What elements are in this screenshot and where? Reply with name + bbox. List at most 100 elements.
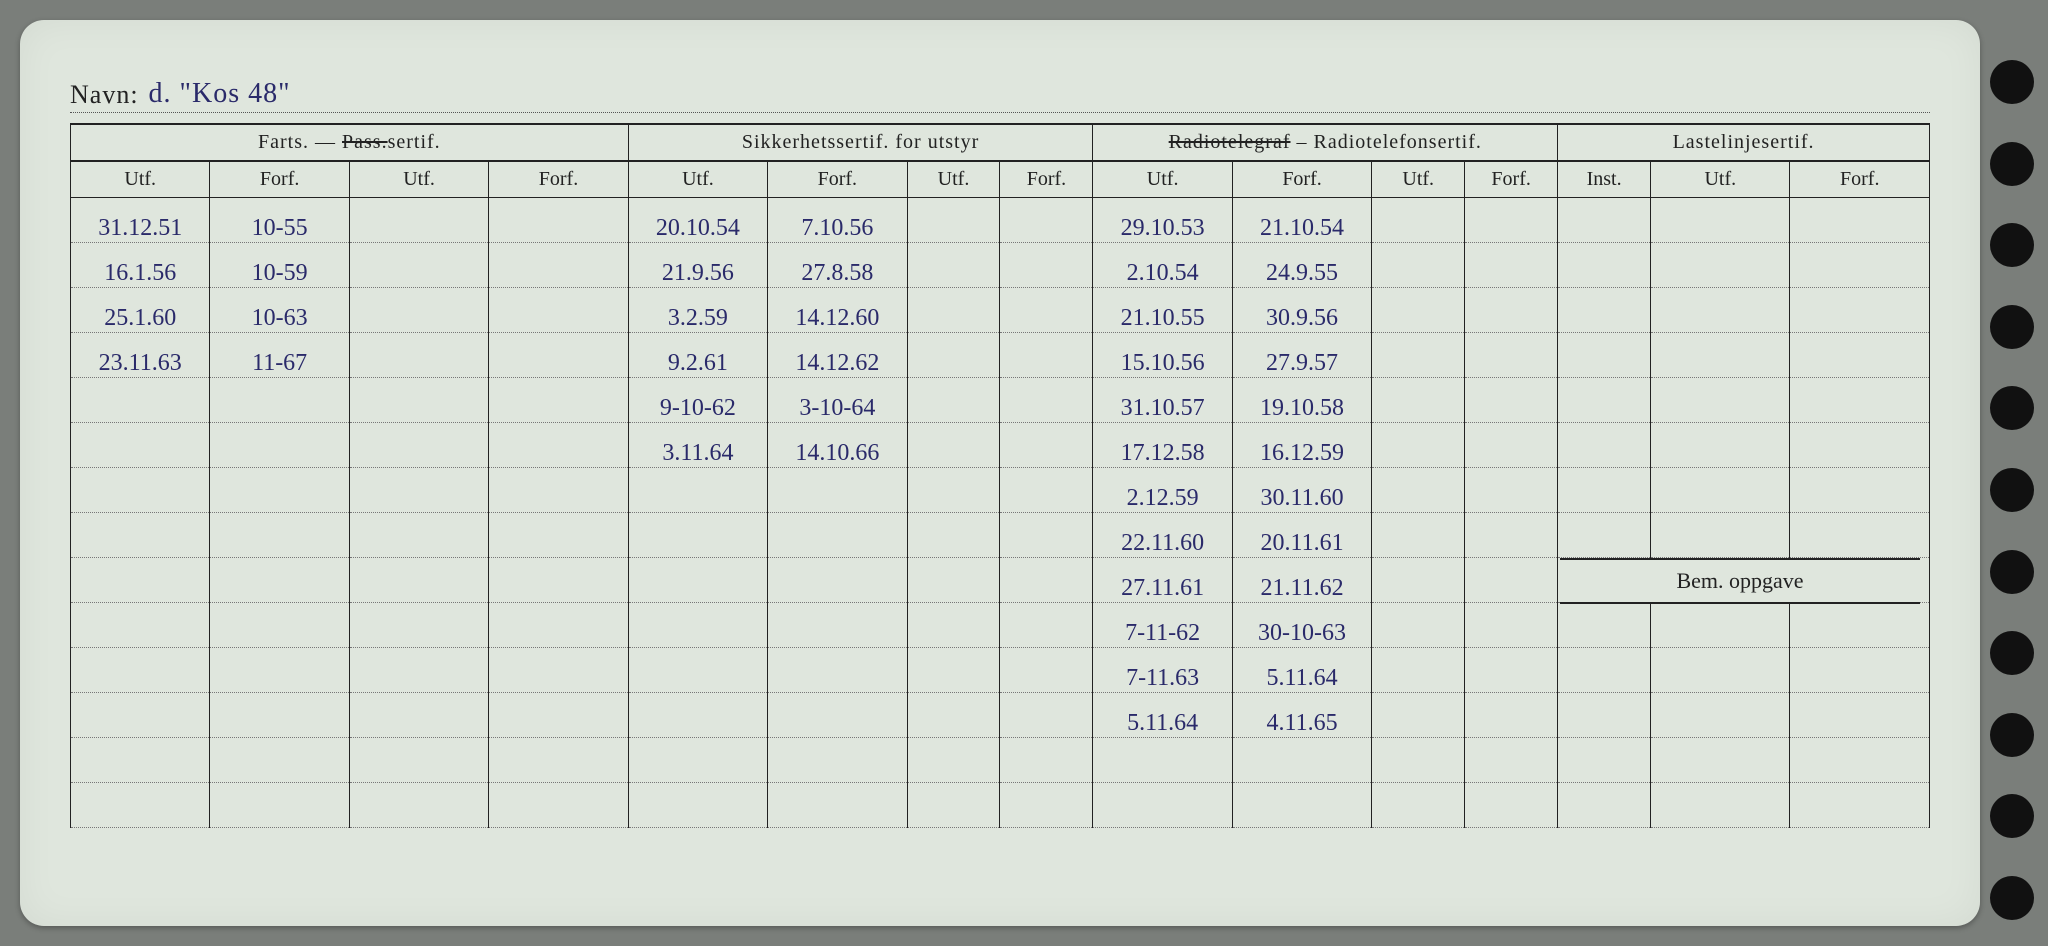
table-cell <box>768 648 907 693</box>
table-cell <box>1000 423 1093 468</box>
table-cell <box>210 738 349 783</box>
hole-icon <box>1990 713 2034 757</box>
name-row: Navn: d. "Kos 48" <box>70 60 1930 113</box>
table-cell <box>628 513 767 558</box>
table-cell <box>1372 423 1465 468</box>
table-cell <box>1558 468 1651 513</box>
table-cell <box>210 558 349 603</box>
table-cell <box>768 468 907 513</box>
table-cell <box>1651 198 1790 243</box>
table-cell <box>210 648 349 693</box>
table-cell <box>628 558 767 603</box>
table-cell <box>907 738 1000 783</box>
table-cell <box>768 603 907 648</box>
table-cell <box>1790 288 1930 333</box>
table-cell <box>628 738 767 783</box>
table-cell <box>907 513 1000 558</box>
table-cell <box>1372 333 1465 378</box>
table-cell <box>768 513 907 558</box>
table-cell <box>1558 333 1651 378</box>
table-cell: 3.2.59 <box>628 288 767 333</box>
table-cell <box>1651 738 1790 783</box>
table-row: 3.11.6414.10.6617.12.5816.12.59 <box>71 423 1930 468</box>
table-cell <box>1790 198 1930 243</box>
table-cell <box>768 738 907 783</box>
col-forf: Forf. <box>1232 161 1371 198</box>
table-cell <box>907 783 1000 828</box>
table-cell <box>489 513 628 558</box>
col-inst: Inst. <box>1558 161 1651 198</box>
table-cell <box>1000 693 1093 738</box>
table-cell <box>1465 603 1558 648</box>
table-cell <box>907 558 1000 603</box>
col-utf: Utf. <box>71 161 210 198</box>
table-cell: 10-63 <box>210 288 349 333</box>
table-cell <box>907 468 1000 513</box>
table-cell <box>768 693 907 738</box>
table-cell: 17.12.58 <box>1093 423 1232 468</box>
table-cell <box>349 513 488 558</box>
table-cell: 9.2.61 <box>628 333 767 378</box>
table-cell: 16.12.59 <box>1232 423 1371 468</box>
table-cell <box>210 783 349 828</box>
table-cell: 7-11.63 <box>1093 648 1232 693</box>
table-cell <box>1000 333 1093 378</box>
col-forf: Forf. <box>1000 161 1093 198</box>
table-cell: 23.11.63 <box>71 333 210 378</box>
col-forf: Forf. <box>768 161 907 198</box>
table-cell: 2.10.54 <box>1093 243 1232 288</box>
table-cell <box>1372 198 1465 243</box>
table-cell: 21.10.54 <box>1232 198 1371 243</box>
table-cell <box>1232 783 1371 828</box>
hole-icon <box>1990 550 2034 594</box>
group-radio: Radiotelegraf – Radiotelefonsertif. <box>1093 124 1558 161</box>
table-cell: 27.8.58 <box>768 243 907 288</box>
binder-holes <box>1990 60 2040 920</box>
table-cell <box>1651 603 1790 648</box>
table-cell <box>1000 468 1093 513</box>
table-cell <box>210 423 349 468</box>
hole-icon <box>1990 631 2034 675</box>
table-cell <box>1790 783 1930 828</box>
col-utf: Utf. <box>628 161 767 198</box>
table-cell: 10-55 <box>210 198 349 243</box>
table-cell <box>210 603 349 648</box>
table-cell <box>1000 513 1093 558</box>
table-cell <box>1372 783 1465 828</box>
group-farts: Farts. — Pass.sertif. <box>71 124 629 161</box>
table-row: 16.1.5610-5921.9.5627.8.582.10.5424.9.55 <box>71 243 1930 288</box>
table-cell <box>349 198 488 243</box>
table-cell: 30.11.60 <box>1232 468 1371 513</box>
table-cell <box>489 333 628 378</box>
table-cell <box>71 558 210 603</box>
table-cell <box>907 243 1000 288</box>
table-cell <box>1372 378 1465 423</box>
table-cell <box>1372 288 1465 333</box>
name-value: d. "Kos 48" <box>149 78 291 110</box>
table-cell: 11-67 <box>210 333 349 378</box>
table-cell <box>349 288 488 333</box>
table-cell <box>1372 468 1465 513</box>
table-cell <box>1651 468 1790 513</box>
table-cell: 21.9.56 <box>628 243 767 288</box>
table-cell <box>907 693 1000 738</box>
table-cell <box>489 558 628 603</box>
table-cell <box>1465 558 1558 603</box>
table-cell: 9-10-62 <box>628 378 767 423</box>
table-cell <box>628 693 767 738</box>
table-cell <box>210 693 349 738</box>
table-cell <box>71 783 210 828</box>
table-cell <box>907 378 1000 423</box>
table-cell: 27.9.57 <box>1232 333 1371 378</box>
table-cell <box>349 468 488 513</box>
table-cell <box>628 648 767 693</box>
table-cell <box>1558 693 1651 738</box>
table-cell <box>1558 603 1651 648</box>
table-cell <box>349 693 488 738</box>
col-forf: Forf. <box>1790 161 1930 198</box>
table-cell: 14.12.60 <box>768 288 907 333</box>
table-cell <box>1000 198 1093 243</box>
table-body: 31.12.5110-5520.10.547.10.5629.10.5321.1… <box>71 198 1930 828</box>
table-cell <box>628 603 767 648</box>
table-row <box>71 783 1930 828</box>
